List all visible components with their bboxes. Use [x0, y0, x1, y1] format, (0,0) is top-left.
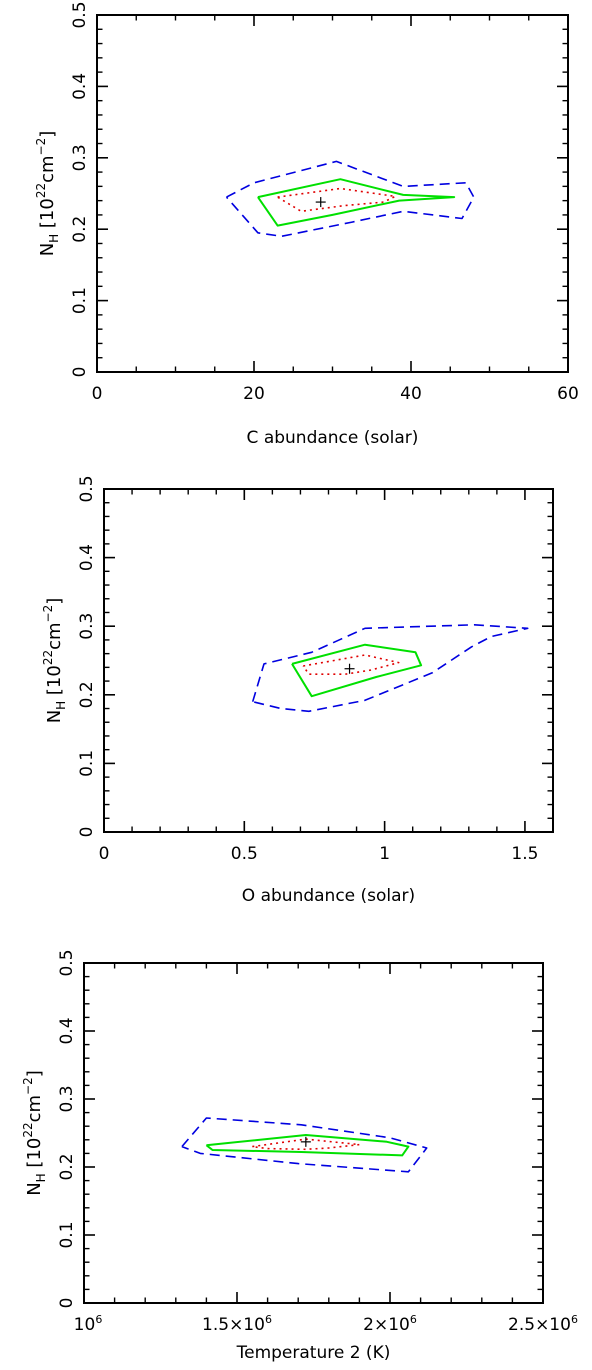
x-axis-label: O abundance (solar)	[242, 886, 415, 906]
y-tick-label: 0.2	[70, 216, 90, 243]
y-tick-label: 0.2	[77, 681, 97, 708]
contour-inner	[277, 187, 397, 213]
plot-frame	[103, 488, 554, 833]
x-axis-label: Temperature 2 (K)	[236, 1343, 391, 1363]
x-tick-label: 60	[557, 384, 579, 404]
x-tick-label: 2.5×106	[508, 1313, 578, 1335]
y-axis-label-part: cm	[24, 1095, 45, 1122]
x-tick-label: 0	[92, 384, 103, 404]
x-tick-label-base: 1.5×10	[202, 1315, 265, 1335]
y-tick-label: 0.1	[77, 750, 97, 777]
x-tick-label: 1.5	[511, 844, 538, 864]
y-axis-label-part: [10	[24, 1138, 45, 1174]
y-axis-label-part: −2	[41, 605, 55, 623]
y-axis-label-part: H	[34, 1173, 48, 1182]
y-axis-label: NH [1022cm−2]	[21, 1070, 48, 1196]
chart-panel-2: 0 0.5 1 1.5 0 0.1 0.2 0.3 0.4 0.5 O abundance (sol…	[41, 475, 554, 906]
y-axis-label-part: H	[54, 701, 68, 710]
y-axis-label-part: N	[24, 1182, 45, 1195]
y-axis-label-part: [10	[44, 665, 65, 701]
x-tick-label: 106	[74, 1313, 103, 1335]
y-tick-label: 0.1	[70, 287, 90, 314]
y-axis-label-part: ]	[44, 598, 65, 605]
y-axis-label-part: −2	[21, 1077, 35, 1095]
y-axis-label: NH [1022cm−2]	[34, 131, 61, 257]
chart-panel-3: 106 1.5×106 2×106 2.5×10600.10.20.30.40.5Te…	[21, 949, 578, 1363]
x-tick-label: 20	[243, 384, 265, 404]
contour-outer	[225, 160, 475, 238]
y-axis-label-part: ]	[24, 1070, 45, 1077]
x-tick-label-exp: 6	[410, 1313, 417, 1326]
y-tick-label: 0.3	[70, 144, 90, 171]
y-axis-label-part: cm	[44, 622, 65, 649]
x-tick-label-base: 2×10	[363, 1315, 410, 1335]
y-tick-label: 0	[70, 367, 90, 378]
y-axis-label-part: 22	[21, 1122, 35, 1137]
y-tick-label: 0.5	[77, 475, 97, 502]
contour-mid	[205, 1134, 410, 1157]
x-tick-label: 1	[379, 844, 390, 864]
y-tick-label: 0.4	[70, 73, 90, 100]
x-tick-label: 40	[400, 384, 422, 404]
plot-frame	[83, 962, 544, 1304]
y-tick-label: 0.5	[57, 949, 77, 976]
x-tick-label: 1.5×106	[202, 1313, 272, 1335]
y-tick-label: 0.3	[57, 1085, 77, 1112]
x-tick-label: 0	[99, 844, 110, 864]
y-axis-label-part: H	[47, 234, 61, 243]
x-tick-label: 2×106	[363, 1313, 417, 1335]
y-tick-label: 0.4	[77, 544, 97, 571]
x-tick-label-exp: 6	[265, 1313, 272, 1326]
y-axis-label-part: N	[37, 243, 58, 256]
x-tick-label: 0.5	[231, 844, 258, 864]
y-axis-label-part: [10	[37, 198, 58, 234]
y-tick-label: 0.2	[57, 1153, 77, 1180]
x-tick-label-exp: 6	[95, 1313, 102, 1326]
y-tick-label: 0.5	[70, 1, 90, 28]
y-tick-label: 0	[77, 827, 97, 838]
y-axis-label-part: ]	[37, 131, 58, 138]
y-axis-label-part: 22	[41, 650, 55, 665]
y-tick-label: 0.1	[57, 1221, 77, 1248]
contour-outer	[251, 623, 529, 713]
contour-mid	[291, 643, 423, 698]
x-tick-label-base: 10	[74, 1315, 96, 1335]
chart-panel-1: 0 20 40 60 0 0.1 0.2 0.3 0.4 0.5 C abundance (sola…	[34, 1, 579, 448]
y-axis-label-part: cm	[37, 155, 58, 182]
x-axis-label: C abundance (solar)	[247, 428, 419, 448]
y-axis-label-part: 22	[34, 183, 48, 198]
x-tick-label-base: 2.5×10	[508, 1315, 571, 1335]
x-tick-label-exp: 6	[571, 1313, 578, 1326]
y-axis-label-part: −2	[34, 138, 48, 156]
y-axis-label: NH [1022cm−2]	[41, 598, 68, 724]
contour-mid	[257, 178, 456, 227]
y-tick-label: 0.4	[57, 1017, 77, 1044]
y-tick-label: 0	[57, 1298, 77, 1309]
plot-frame	[96, 14, 569, 373]
y-tick-label: 0.3	[77, 613, 97, 640]
contour-outer	[181, 1117, 428, 1173]
y-axis-label-part: N	[44, 710, 65, 723]
contour-inner	[302, 654, 400, 676]
